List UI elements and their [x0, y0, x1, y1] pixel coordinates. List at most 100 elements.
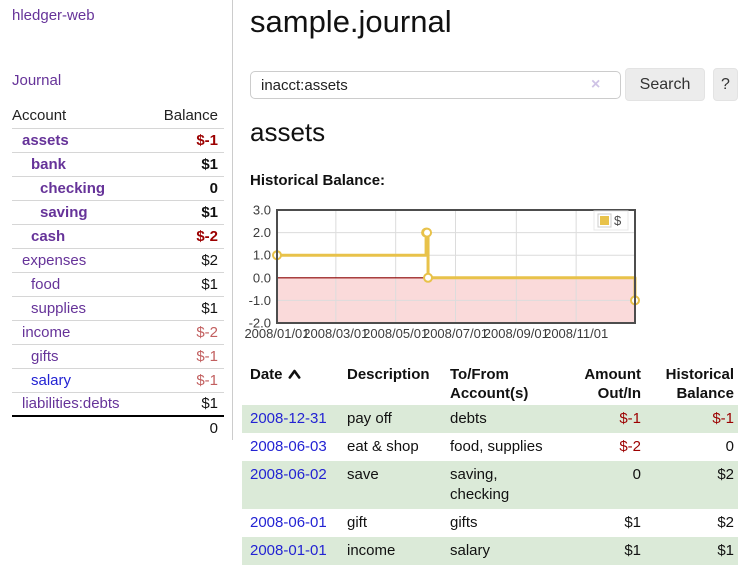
register-header-date[interactable]: Date [242, 362, 339, 405]
chart-x-tick-label: 2008/07/01 [423, 326, 488, 341]
chart-data-point [423, 272, 434, 283]
account-row-checking: checking 0 [12, 175, 224, 200]
search-input[interactable] [250, 71, 621, 99]
account-link-bank[interactable]: bank [31, 155, 67, 173]
balance-chart-canvas[interactable]: $3.0 2.0 1.0 0.0 -1.0 -2.02008/01/012008/03/0… [242, 200, 642, 348]
chart-legend-label: $ [614, 213, 622, 228]
historical-balance-chart: $3.0 2.0 1.0 0.0 -1.0 -2.0 2008/01/01 2008/03/0… [242, 200, 642, 348]
sidebar: hledger-web Journal Account Balance asse… [0, 0, 233, 440]
transaction-accounts: salary [450, 542, 491, 559]
account-link-gifts[interactable]: gifts [31, 347, 59, 365]
search-form: × Search ? [250, 68, 742, 102]
account-link-checking[interactable]: checking [40, 179, 106, 197]
transaction-row: 2008-06-03 eat & shop food, supplies $-2… [242, 433, 738, 461]
account-balance: $-1 [152, 367, 224, 392]
search-button[interactable]: Search [625, 68, 705, 101]
account-link-salary[interactable]: salary [31, 371, 72, 389]
account-link-cash[interactable]: cash [31, 227, 66, 245]
account-row-cash: cash $-2 [12, 223, 224, 248]
chart-x-tick-label: 2008/11/01 [544, 326, 608, 341]
chart-heading: Historical Balance: [250, 172, 386, 189]
transaction-description: eat & shop [347, 438, 419, 455]
account-row-food: food $1 [12, 271, 224, 296]
account-row-bank: bank $1 [12, 151, 224, 176]
clear-search-icon[interactable]: × [591, 76, 601, 93]
chart-y-tick-label: 3.0 [253, 203, 271, 218]
account-balance: $1 [152, 151, 224, 176]
account-balance: $-2 [152, 223, 224, 248]
account-link-supplies[interactable]: supplies [31, 299, 87, 317]
chart-y-tick-label: -2.0 [249, 316, 271, 331]
sort-ascending-icon [288, 365, 301, 384]
accounts-header-row: Account Balance [12, 104, 224, 128]
account-balance: $1 [152, 391, 224, 416]
account-row-assets: assets $-1 [12, 127, 224, 152]
account-balance: $-2 [152, 319, 224, 344]
register-header-amount: Amount Out/In [584, 366, 641, 402]
register-table: Date Description To/From Account(s) Amou… [242, 362, 738, 565]
transaction-row: 2008-06-02 save saving, checking 0 $2 [242, 461, 738, 509]
chart-y-tick-label: 1.0 [253, 248, 271, 263]
chart-x-tick-label: 2008/09/01 [484, 326, 549, 341]
chart-y-tick-label: 0.0 [253, 270, 271, 285]
transaction-amount: $1 [624, 542, 641, 559]
help-button[interactable]: ? [713, 68, 738, 101]
register-header-balance: Historical Balance [665, 366, 734, 402]
register-header-accounts: To/From Account(s) [450, 366, 529, 402]
account-balance: $-1 [152, 343, 224, 368]
transaction-accounts: food, supplies [450, 438, 543, 455]
transaction-date-link[interactable]: 2008-06-02 [250, 466, 327, 483]
account-row-supplies: supplies $1 [12, 295, 224, 320]
transaction-amount: $1 [624, 514, 641, 531]
transaction-balance: $1 [717, 542, 734, 559]
transaction-balance: 0 [725, 438, 734, 455]
accounts-header-account: Account [12, 107, 67, 125]
sidebar-item-journal[interactable]: Journal [12, 72, 62, 89]
account-link-liabilities-debts[interactable]: liabilities:debts [22, 395, 120, 413]
accounts-header-balance: Balance [163, 107, 218, 125]
account-balance: $2 [152, 247, 224, 272]
account-row-salary: salary $-1 [12, 367, 224, 392]
transaction-amount: $-2 [619, 438, 641, 455]
transaction-balance: $2 [717, 514, 734, 531]
account-balance: $-1 [152, 127, 224, 152]
chart-x-tick-label: 2008/05/01 [363, 326, 428, 341]
accounts-balance-table: Account Balance assets $-1 bank $1 check… [12, 104, 224, 440]
register-header-row: Date Description To/From Account(s) Amou… [242, 362, 738, 405]
transaction-amount: 0 [632, 466, 641, 483]
transaction-description: income [347, 542, 396, 559]
account-link-food[interactable]: food [31, 275, 61, 293]
transaction-row: 2008-01-01 income salary $1 $1 [242, 537, 738, 565]
account-link-assets[interactable]: assets [22, 131, 69, 149]
account-row-expenses: expenses $2 [12, 247, 224, 272]
chart-y-tick-label: 2.0 [253, 225, 271, 240]
transaction-accounts: gifts [450, 514, 478, 531]
register-header-description: Description [347, 366, 430, 383]
chart-y-tick-label: -1.0 [249, 293, 271, 308]
transaction-description: pay off [347, 410, 392, 427]
accounts-total-value: 0 [152, 415, 224, 440]
account-balance: 0 [152, 175, 224, 200]
account-row-income: income $-2 [12, 319, 224, 344]
transaction-description: gift [347, 514, 368, 531]
accounts-total-row: 0 [12, 415, 224, 440]
account-row-gifts: gifts $-1 [12, 343, 224, 368]
chart-x-tick-label: 2008/01/01 [244, 326, 309, 341]
account-balance: $1 [152, 271, 224, 296]
account-balance: $1 [152, 199, 224, 224]
account-link-income[interactable]: income [22, 323, 71, 341]
account-link-expenses[interactable]: expenses [22, 251, 87, 269]
transaction-accounts: debts [450, 410, 487, 427]
transaction-row: 2008-12-31 pay off debts $-1 $-1 [242, 405, 738, 433]
chart-x-tick-label: 2008/03/01 [303, 326, 368, 341]
transaction-date-link[interactable]: 2008-12-31 [250, 410, 327, 427]
transaction-date-link[interactable]: 2008-06-01 [250, 514, 327, 531]
transaction-balance: $2 [717, 466, 734, 483]
transaction-date-link[interactable]: 2008-06-03 [250, 438, 327, 455]
transaction-date-link[interactable]: 2008-01-01 [250, 542, 327, 559]
account-link-saving[interactable]: saving [40, 203, 88, 221]
main-content: sample.journal × Search ? assets Histori… [242, 0, 742, 582]
app-brand-link[interactable]: hledger-web [12, 7, 95, 24]
account-row-saving: saving $1 [12, 199, 224, 224]
transaction-balance: $-1 [712, 410, 734, 427]
